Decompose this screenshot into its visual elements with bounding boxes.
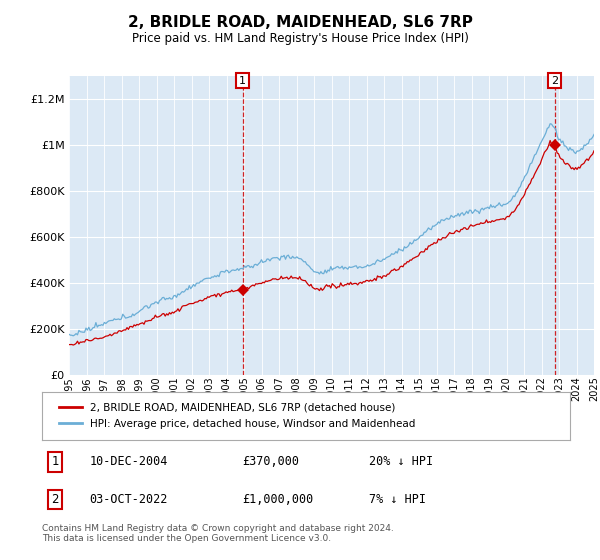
Text: Contains HM Land Registry data © Crown copyright and database right 2024.
This d: Contains HM Land Registry data © Crown c… <box>42 524 394 543</box>
Text: 1: 1 <box>52 455 59 468</box>
Text: £1,000,000: £1,000,000 <box>242 493 314 506</box>
Text: 1: 1 <box>239 76 246 86</box>
Text: 7% ↓ HPI: 7% ↓ HPI <box>370 493 427 506</box>
Text: 20% ↓ HPI: 20% ↓ HPI <box>370 455 433 468</box>
Text: 2: 2 <box>52 493 59 506</box>
Text: Price paid vs. HM Land Registry's House Price Index (HPI): Price paid vs. HM Land Registry's House … <box>131 32 469 45</box>
Text: 2, BRIDLE ROAD, MAIDENHEAD, SL6 7RP: 2, BRIDLE ROAD, MAIDENHEAD, SL6 7RP <box>128 15 472 30</box>
Text: 2: 2 <box>551 76 558 86</box>
Text: £370,000: £370,000 <box>242 455 299 468</box>
Text: 10-DEC-2004: 10-DEC-2004 <box>89 455 168 468</box>
Text: 03-OCT-2022: 03-OCT-2022 <box>89 493 168 506</box>
Legend: 2, BRIDLE ROAD, MAIDENHEAD, SL6 7RP (detached house), HPI: Average price, detach: 2, BRIDLE ROAD, MAIDENHEAD, SL6 7RP (det… <box>52 396 422 435</box>
